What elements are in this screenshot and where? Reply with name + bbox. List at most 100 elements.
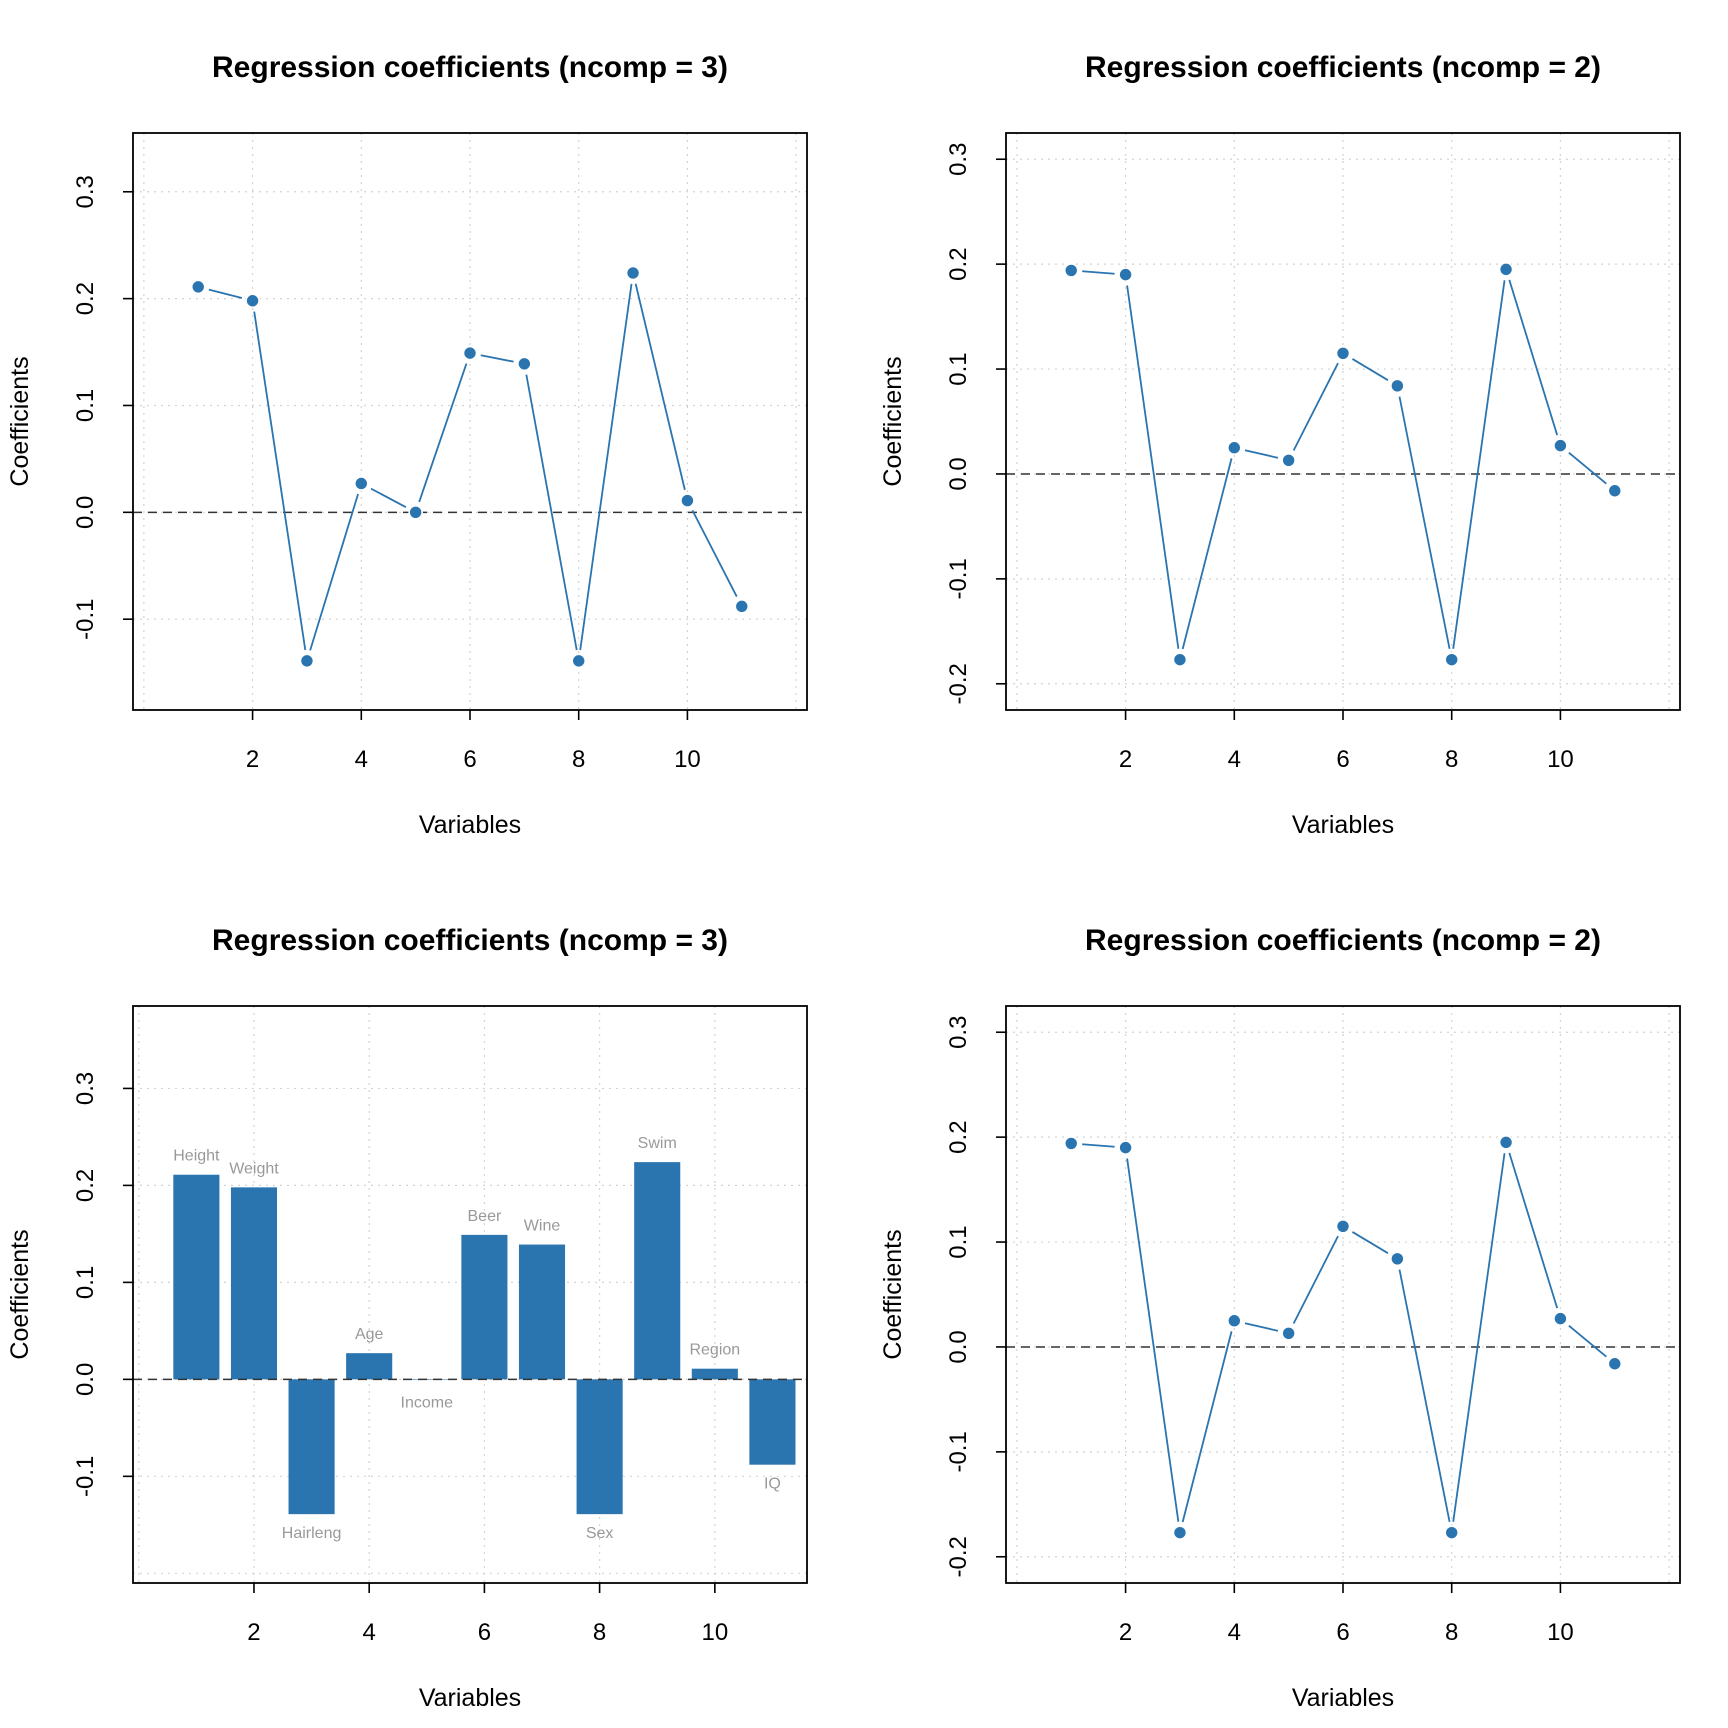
y-axis-label: Coefficients (879, 1229, 907, 1359)
series-line (418, 363, 468, 503)
data-point (1281, 453, 1296, 468)
chart-panel-3: Height Weight Hairleng Age Income Beer Wine Sex… (6, 924, 808, 1712)
bar (634, 1162, 681, 1380)
chart-title: Regression coefficients (ncomp = 2) (1085, 51, 1601, 84)
series-line (309, 493, 359, 651)
bar-label: Hairleng (282, 1525, 342, 1542)
bar-label: Weight (229, 1160, 279, 1177)
data-point (1063, 1136, 1079, 1151)
series-line (1452, 280, 1506, 649)
data-point (734, 599, 750, 614)
x-tick-label: 8 (593, 1619, 606, 1646)
y-tick-label: 0.0 (72, 1363, 99, 1396)
bar (461, 1234, 508, 1380)
x-axis-label: Variables (1292, 1684, 1394, 1712)
data-point (571, 653, 587, 669)
series-line (253, 311, 307, 651)
chart-title: Regression coefficients (ncomp = 3) (212, 51, 728, 84)
y-axis-label: Coefficients (6, 356, 34, 486)
x-tick-label: 2 (1119, 746, 1132, 773)
data-point (1607, 1356, 1623, 1372)
y-tick-label: 0.2 (72, 282, 99, 315)
y-tick-label: 0.2 (945, 1120, 972, 1153)
plot-frame (132, 1005, 808, 1584)
data-point (1390, 1251, 1405, 1267)
data-point (1390, 378, 1405, 394)
bar-label: Income (401, 1394, 454, 1411)
series-line (480, 354, 514, 363)
bar-label: Beer (468, 1208, 502, 1225)
x-axis-label: Variables (419, 811, 521, 839)
chart-panel-4: 2 4 6 8 10 -0.2 -0.1 0.0 0.1 0.2 0.3 Regression coe… (879, 924, 1681, 1712)
y-tick-label: -0.1 (72, 1456, 99, 1497)
x-tick-label: 2 (246, 746, 259, 773)
series-line (1508, 279, 1559, 436)
x-tick-label: 6 (1336, 1619, 1349, 1646)
bar-label: IQ (764, 1476, 781, 1493)
y-tick-label: 0.3 (945, 1016, 972, 1049)
series-line (634, 283, 686, 491)
x-tick-label: 6 (1336, 746, 1349, 773)
series-line (1082, 1143, 1115, 1148)
x-tick-label: 10 (674, 746, 701, 773)
y-tick-label: 0.0 (72, 496, 99, 529)
x-axis-label: Variables (419, 1684, 521, 1712)
x-tick-label: 2 (1119, 1619, 1132, 1646)
y-tick-label: 0.1 (945, 352, 972, 385)
x-tick-label: 6 (478, 1619, 491, 1646)
y-axis-label: Coefficients (6, 1229, 34, 1359)
x-tick-label: 4 (1228, 746, 1241, 773)
series-line (370, 487, 407, 508)
series-line (1351, 1231, 1389, 1254)
data-point (1118, 267, 1133, 282)
bar-label: Sex (586, 1525, 614, 1542)
chart-panel-2: 2 4 6 8 10 -0.2 -0.1 0.0 0.1 0.2 0.3 Regression coe… (879, 51, 1681, 839)
x-tick-label: 4 (363, 1619, 376, 1646)
bar (691, 1368, 738, 1380)
data-point (299, 653, 315, 669)
series-line (1292, 1235, 1339, 1324)
series-line (1398, 1269, 1451, 1523)
y-tick-label: 0.2 (72, 1169, 99, 1202)
data-point (1172, 1525, 1188, 1540)
series-line (1568, 451, 1607, 485)
series-line (1398, 396, 1451, 650)
bar-label: Swim (638, 1135, 677, 1152)
y-tick-label: -0.1 (945, 1431, 972, 1472)
x-tick-label: 4 (355, 746, 368, 773)
y-tick-label: 0.1 (72, 1266, 99, 1299)
series-line (525, 374, 578, 651)
bar (288, 1379, 335, 1515)
data-point (1063, 263, 1079, 278)
series-line (1244, 1322, 1279, 1332)
series-line (691, 509, 738, 597)
series-line (579, 283, 633, 651)
data-point (190, 279, 206, 295)
y-tick-label: 0.0 (945, 1330, 972, 1363)
bar (230, 1187, 278, 1380)
x-tick-label: 10 (701, 1619, 728, 1646)
data-point (462, 345, 478, 361)
series-line (1181, 458, 1233, 650)
x-tick-label: 4 (1228, 1619, 1241, 1646)
data-point (1553, 1311, 1568, 1326)
data-point (245, 293, 260, 309)
x-tick-label: 10 (1547, 1619, 1574, 1646)
data-point (1335, 346, 1351, 361)
series-line (1568, 1324, 1607, 1358)
bar (173, 1174, 220, 1380)
x-tick-label: 6 (463, 746, 476, 773)
x-tick-label: 2 (247, 1619, 260, 1646)
bar-label: Age (355, 1326, 384, 1343)
x-axis-label: Variables (1292, 811, 1394, 839)
y-tick-label: -0.2 (945, 1536, 972, 1577)
series-line (1126, 1158, 1180, 1522)
bar (749, 1379, 796, 1465)
y-tick-label: 0.1 (72, 389, 99, 422)
series-line (1508, 1152, 1559, 1309)
data-point (1498, 1135, 1514, 1150)
x-tick-label: 8 (572, 746, 585, 773)
bar (518, 1244, 566, 1380)
y-tick-label: -0.1 (945, 558, 972, 599)
